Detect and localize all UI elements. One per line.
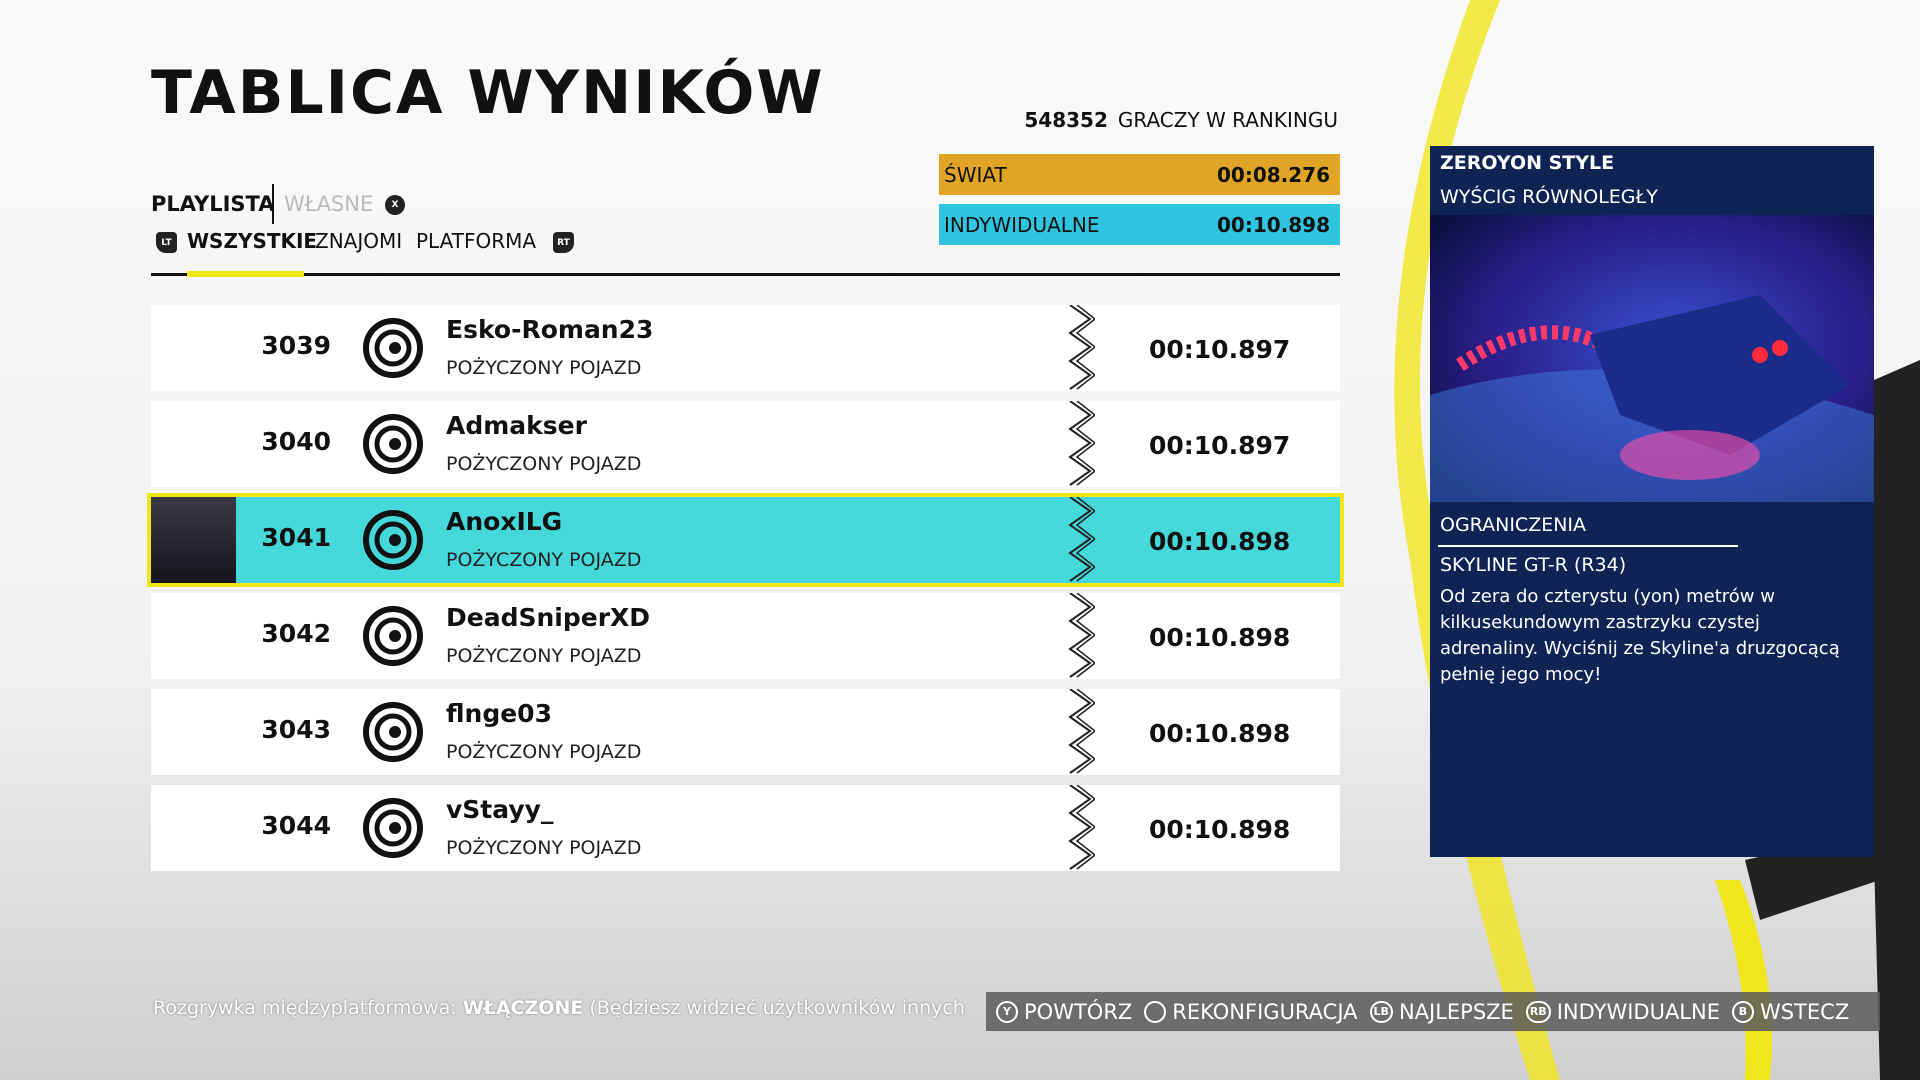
button-label: NAJLEPSZE — [1398, 999, 1514, 1024]
ubisoft-logo — [363, 414, 423, 474]
rank: 3043 — [261, 715, 331, 744]
action-button[interactable]: RB INDYWIDUALNE — [1525, 999, 1720, 1024]
rank: 3041 — [261, 523, 331, 552]
players-count: 548352 GRACZY W RANKINGU — [1024, 108, 1338, 132]
count-label: GRACZY W RANKINGU — [1117, 108, 1338, 132]
separator-zigzag — [1068, 401, 1095, 486]
button-key: B — [1731, 1000, 1754, 1023]
player-avatar — [151, 497, 236, 583]
vehicle: POŻYCZONY POJAZD — [446, 453, 642, 475]
time: 00:10.898 — [1149, 719, 1291, 748]
vehicle: POŻYCZONY POJAZD — [446, 357, 642, 379]
event-mode: WYŚCIG RÓWNOLEGŁY — [1440, 186, 1658, 208]
divider — [151, 273, 1340, 276]
time: 00:10.897 — [1149, 335, 1291, 364]
button-bar: Y POWTÓRZ REKONFIGURACJA LB NAJLEPSZE RB INDY… — [986, 992, 1880, 1031]
crossplay-label: Rozgrywka międzyplatformowa: — [153, 997, 457, 1019]
car-name: SKYLINE GT-R (R34) — [1440, 554, 1627, 576]
filter-friends[interactable]: ZNAJOMI — [315, 229, 403, 253]
time: 00:10.898 — [1149, 815, 1291, 844]
event-description: Od zera do czterystu (yon) metrów w kilk… — [1440, 586, 1840, 685]
player-name: Esko-Roman23 — [446, 315, 654, 344]
button-key: LB — [1369, 1000, 1393, 1023]
rank: 3040 — [261, 427, 331, 456]
leaderboard-row[interactable]: 3040 Admakser POŻYCZONY POJAZD 00:10.897 — [151, 401, 1340, 487]
filter-platform[interactable]: PLATFORMA — [416, 229, 537, 253]
tab-playlist[interactable]: PLAYLISTA — [151, 192, 275, 216]
leaderboard-row[interactable]: 3039 Esko-Roman23 POŻYCZONY POJAZD 00:10.89… — [151, 305, 1340, 391]
event-title: ZEROYON STYLE — [1440, 152, 1615, 174]
button-key: RB — [1525, 1000, 1551, 1023]
score-time: 00:10.898 — [1216, 212, 1330, 237]
event-image — [1430, 215, 1874, 502]
crossplay-info: Rozgrywka międzyplatformowa: WŁĄCZONE (B… — [153, 997, 965, 1019]
menu-icon — [1144, 1000, 1167, 1023]
filter-all[interactable]: WSZYSTKIE — [187, 229, 318, 253]
crossplay-note: (Będziesz widzieć użytkowników innych — [589, 997, 965, 1019]
leaderboard-row[interactable]: 3041 AnoxILG POŻYCZONY POJAZD 00:10.898 — [147, 493, 1344, 587]
separator-zigzag — [1068, 785, 1095, 870]
player-name: Admakser — [446, 411, 587, 440]
score-label: INDYWIDUALNE — [944, 212, 1100, 237]
count-value: 548352 — [1024, 108, 1108, 132]
page-title: TABLICA WYNIKÓW — [151, 58, 825, 128]
ubisoft-logo — [363, 606, 423, 666]
rank: 3039 — [261, 331, 331, 360]
active-underline — [187, 271, 304, 277]
score-time: 00:08.276 — [1216, 162, 1330, 187]
vehicle: POŻYCZONY POJAZD — [446, 549, 642, 571]
score-label: ŚWIAT — [944, 162, 1007, 187]
button-label: INDYWIDUALNE — [1556, 999, 1720, 1024]
button-key: Y — [996, 1000, 1018, 1023]
vehicle: POŻYCZONY POJAZD — [446, 741, 642, 763]
action-button[interactable]: REKONFIGURACJA — [1144, 999, 1358, 1024]
action-button[interactable]: LB NAJLEPSZE — [1369, 999, 1514, 1024]
vehicle: POŻYCZONY POJAZD — [446, 837, 642, 859]
tab-custom[interactable]: WŁASNE — [284, 192, 374, 216]
ubisoft-logo — [363, 510, 423, 570]
player-name: flnge03 — [446, 699, 552, 728]
key-hint: LT — [156, 232, 177, 253]
ubisoft-logo — [363, 318, 423, 378]
separator-zigzag — [1068, 593, 1095, 678]
button-label: POWTÓRZ — [1024, 999, 1133, 1024]
leaderboard-row[interactable]: 3043 flnge03 POŻYCZONY POJAZD 00:10.898 — [151, 689, 1340, 775]
key-hint: RT — [553, 232, 574, 253]
time: 00:10.898 — [1149, 623, 1291, 652]
action-button[interactable]: B WSTECZ — [1731, 999, 1850, 1024]
separator-zigzag — [1068, 497, 1095, 582]
ubisoft-logo — [363, 798, 423, 858]
event-panel: ZEROYON STYLE WYŚCIG RÓWNOLEGŁY OGRANICZ… — [1430, 146, 1874, 857]
time: 00:10.898 — [1149, 527, 1291, 556]
button-label: WSTECZ — [1759, 999, 1850, 1024]
leaderboard-row[interactable]: 3042 DeadSniperXD POŻYCZONY POJAZD 00:10.89… — [151, 593, 1340, 679]
tab-separator — [272, 184, 274, 224]
rank: 3042 — [261, 619, 331, 648]
time: 00:10.897 — [1149, 431, 1291, 460]
button-label: REKONFIGURACJA — [1172, 999, 1358, 1024]
score-box: INDYWIDUALNE 00:10.898 — [939, 204, 1340, 245]
ubisoft-logo — [363, 702, 423, 762]
separator-zigzag — [1068, 689, 1095, 774]
player-name: DeadSniperXD — [446, 603, 651, 632]
rank: 3044 — [261, 811, 331, 840]
player-name: AnoxILG — [446, 507, 563, 536]
separator — [1438, 545, 1738, 547]
crossplay-value: WŁĄCZONE — [462, 997, 584, 1019]
score-box: ŚWIAT 00:08.276 — [939, 154, 1340, 195]
leaderboard-row[interactable]: 3044 vStayy_ POŻYCZONY POJAZD 00:10.898 — [151, 785, 1340, 871]
vehicle: POŻYCZONY POJAZD — [446, 645, 642, 667]
player-name: vStayy_ — [446, 795, 554, 824]
action-button[interactable]: Y POWTÓRZ — [996, 1000, 1132, 1024]
restrictions-label: OGRANICZENIA — [1440, 514, 1587, 536]
separator-zigzag — [1068, 305, 1095, 390]
key-hint: X — [385, 195, 405, 215]
